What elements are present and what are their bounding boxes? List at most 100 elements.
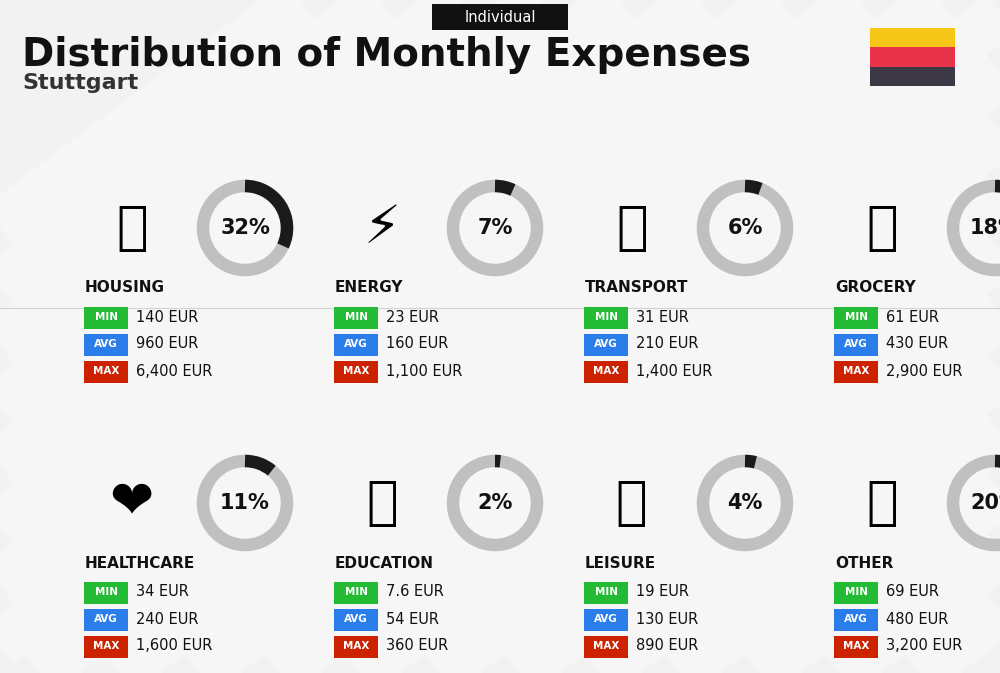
Text: 430 EUR: 430 EUR: [886, 336, 948, 351]
Text: 6,400 EUR: 6,400 EUR: [136, 363, 212, 378]
Text: 480 EUR: 480 EUR: [886, 612, 948, 627]
Text: MIN: MIN: [94, 587, 118, 597]
FancyBboxPatch shape: [834, 334, 878, 356]
Text: TRANSPORT: TRANSPORT: [585, 281, 688, 295]
Text: 54 EUR: 54 EUR: [386, 612, 439, 627]
Text: 2%: 2%: [477, 493, 513, 513]
Text: ❤️: ❤️: [110, 477, 154, 529]
Text: MIN: MIN: [844, 587, 868, 597]
Text: 1,100 EUR: 1,100 EUR: [386, 363, 462, 378]
Text: MAX: MAX: [593, 641, 619, 651]
Text: 1,400 EUR: 1,400 EUR: [636, 363, 712, 378]
Text: 34 EUR: 34 EUR: [136, 584, 189, 600]
Text: AVG: AVG: [594, 614, 618, 624]
Text: MAX: MAX: [343, 641, 369, 651]
Text: 61 EUR: 61 EUR: [886, 310, 939, 324]
FancyBboxPatch shape: [834, 361, 878, 383]
Text: 🚌: 🚌: [616, 202, 648, 254]
Text: AVG: AVG: [844, 339, 868, 349]
Text: AVG: AVG: [94, 339, 118, 349]
FancyBboxPatch shape: [584, 582, 628, 604]
FancyBboxPatch shape: [84, 361, 128, 383]
FancyBboxPatch shape: [834, 582, 878, 604]
Text: 140 EUR: 140 EUR: [136, 310, 198, 324]
Text: 1,600 EUR: 1,600 EUR: [136, 639, 212, 653]
FancyBboxPatch shape: [334, 334, 378, 356]
Text: 890 EUR: 890 EUR: [636, 639, 698, 653]
Text: 🛍️: 🛍️: [616, 477, 648, 529]
Text: MAX: MAX: [843, 366, 869, 376]
FancyBboxPatch shape: [584, 334, 628, 356]
Text: 130 EUR: 130 EUR: [636, 612, 698, 627]
Text: MAX: MAX: [93, 641, 119, 651]
FancyBboxPatch shape: [84, 636, 128, 658]
Text: 7.6 EUR: 7.6 EUR: [386, 584, 444, 600]
FancyBboxPatch shape: [834, 609, 878, 631]
FancyBboxPatch shape: [84, 334, 128, 356]
Text: HOUSING: HOUSING: [85, 281, 165, 295]
Text: MIN: MIN: [344, 312, 368, 322]
Text: MIN: MIN: [344, 587, 368, 597]
Text: MIN: MIN: [594, 587, 618, 597]
Text: ⚡: ⚡: [364, 202, 400, 254]
Text: AVG: AVG: [594, 339, 618, 349]
Text: 960 EUR: 960 EUR: [136, 336, 198, 351]
Text: 🛒: 🛒: [866, 202, 898, 254]
Text: 🏢: 🏢: [116, 202, 148, 254]
Text: AVG: AVG: [344, 614, 368, 624]
FancyBboxPatch shape: [584, 307, 628, 329]
FancyBboxPatch shape: [84, 307, 128, 329]
Text: 240 EUR: 240 EUR: [136, 612, 198, 627]
Text: Distribution of Monthly Expenses: Distribution of Monthly Expenses: [22, 36, 751, 74]
Text: HEALTHCARE: HEALTHCARE: [85, 555, 195, 571]
Text: MIN: MIN: [594, 312, 618, 322]
FancyBboxPatch shape: [584, 361, 628, 383]
Text: ENERGY: ENERGY: [335, 281, 404, 295]
Text: 160 EUR: 160 EUR: [386, 336, 448, 351]
FancyBboxPatch shape: [334, 307, 378, 329]
Text: AVG: AVG: [344, 339, 368, 349]
Text: MAX: MAX: [343, 366, 369, 376]
Text: MAX: MAX: [843, 641, 869, 651]
Text: OTHER: OTHER: [835, 555, 893, 571]
Text: 3,200 EUR: 3,200 EUR: [886, 639, 962, 653]
FancyBboxPatch shape: [870, 47, 955, 67]
FancyBboxPatch shape: [870, 28, 955, 47]
FancyBboxPatch shape: [432, 4, 568, 30]
Text: 2,900 EUR: 2,900 EUR: [886, 363, 962, 378]
Text: 7%: 7%: [477, 218, 513, 238]
Text: MAX: MAX: [93, 366, 119, 376]
Text: 6%: 6%: [727, 218, 763, 238]
FancyBboxPatch shape: [584, 636, 628, 658]
Text: MIN: MIN: [94, 312, 118, 322]
FancyBboxPatch shape: [334, 361, 378, 383]
FancyBboxPatch shape: [334, 582, 378, 604]
Text: 11%: 11%: [220, 493, 270, 513]
Text: 32%: 32%: [220, 218, 270, 238]
FancyBboxPatch shape: [84, 582, 128, 604]
Text: 4%: 4%: [727, 493, 763, 513]
Text: 69 EUR: 69 EUR: [886, 584, 939, 600]
Text: 360 EUR: 360 EUR: [386, 639, 448, 653]
Text: MAX: MAX: [593, 366, 619, 376]
Text: 31 EUR: 31 EUR: [636, 310, 689, 324]
Text: 18%: 18%: [970, 218, 1000, 238]
Text: 19 EUR: 19 EUR: [636, 584, 689, 600]
Text: AVG: AVG: [94, 614, 118, 624]
FancyBboxPatch shape: [584, 609, 628, 631]
FancyBboxPatch shape: [870, 67, 955, 86]
FancyBboxPatch shape: [834, 636, 878, 658]
Text: AVG: AVG: [844, 614, 868, 624]
Text: EDUCATION: EDUCATION: [335, 555, 434, 571]
Text: 💰: 💰: [866, 477, 898, 529]
Text: Individual: Individual: [464, 9, 536, 24]
Text: 20%: 20%: [970, 493, 1000, 513]
Text: LEISURE: LEISURE: [585, 555, 656, 571]
FancyBboxPatch shape: [334, 609, 378, 631]
Text: Stuttgart: Stuttgart: [22, 73, 138, 93]
Text: 🎓: 🎓: [366, 477, 398, 529]
Text: 23 EUR: 23 EUR: [386, 310, 439, 324]
Text: GROCERY: GROCERY: [835, 281, 916, 295]
FancyBboxPatch shape: [834, 307, 878, 329]
FancyBboxPatch shape: [334, 636, 378, 658]
